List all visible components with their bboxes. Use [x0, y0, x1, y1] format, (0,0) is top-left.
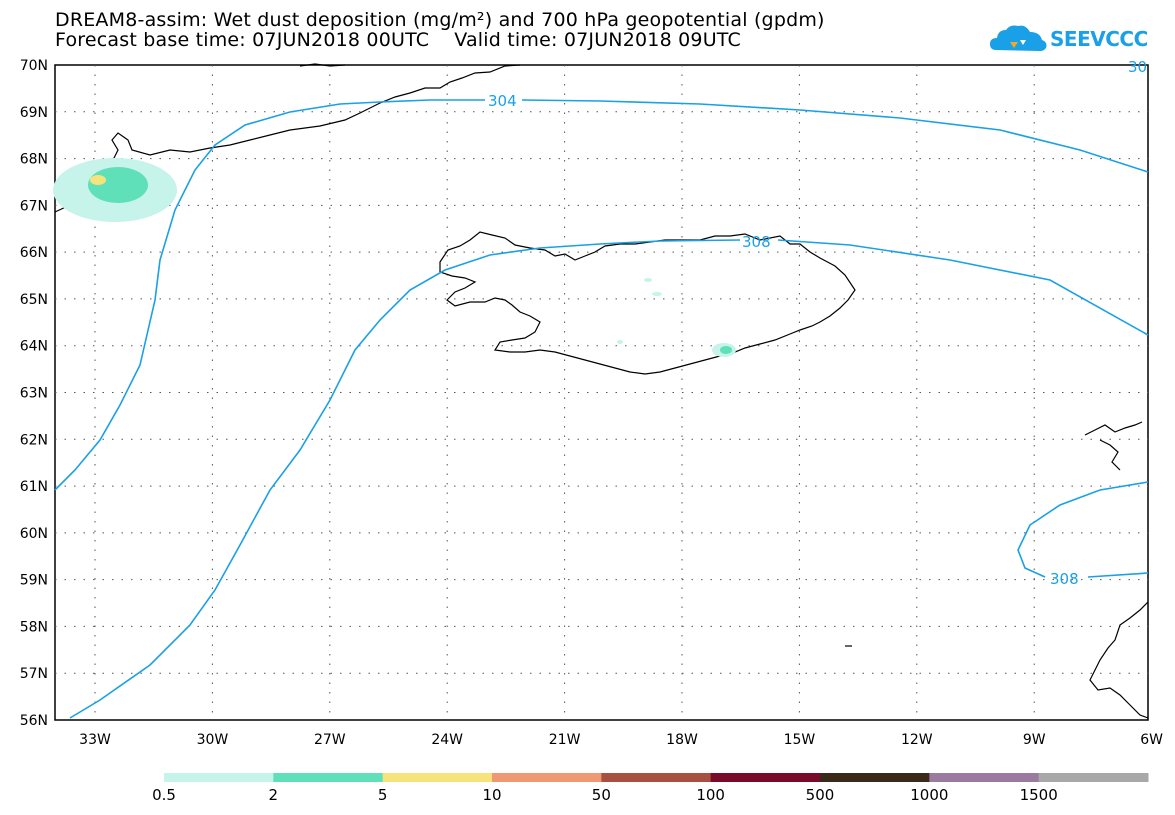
lon-label: 27W	[314, 732, 346, 748]
contour-308-east	[1017, 481, 1149, 578]
lon-label: 21W	[549, 732, 581, 748]
chart-title-line2: Forecast base time: 07JUN2018 00UTC Vali…	[55, 29, 741, 51]
legend-swatch	[492, 773, 602, 782]
lat-label: 64N	[20, 339, 48, 355]
contour-label-304: 304	[488, 92, 517, 110]
lon-label: 24W	[431, 732, 463, 748]
lat-label: 60N	[20, 526, 48, 542]
legend-swatch	[164, 773, 274, 782]
legend-label: 2	[269, 786, 279, 804]
lat-label: 59N	[20, 573, 48, 589]
legend-label: 1500	[1020, 786, 1058, 804]
scotland-coast	[1089, 601, 1149, 719]
contour-label-30-partial: 30	[1128, 58, 1147, 76]
legend-label: 100	[696, 786, 725, 804]
logo-text: SEEVCCC	[1050, 27, 1148, 51]
lat-label: 57N	[20, 666, 48, 682]
legend-swatch	[382, 773, 493, 782]
lon-label: 6W	[1140, 732, 1163, 748]
latitude-labels: 70N 69N 68N 67N 66N 65N 64N 63N 62N 61N 60N 59N 58N 5…	[20, 58, 48, 729]
legend-swatch	[601, 773, 712, 782]
contour-label-308-south: 308	[1050, 570, 1079, 588]
contour-label-308-north: 308	[742, 233, 771, 251]
legend-label: 0.5	[152, 786, 176, 804]
legend-label: 10	[482, 786, 501, 804]
lat-label: 68N	[20, 152, 48, 168]
legend-swatch	[710, 773, 821, 782]
chart-title-line1: DREAM8-assim: Wet dust deposition (mg/m²…	[55, 9, 825, 31]
legend-swatch	[929, 773, 1040, 782]
legend-labels: 0.5 2 5 10 50 100 500 1000 1500	[152, 786, 1058, 804]
lon-label: 30W	[197, 732, 229, 748]
cloud-icon	[990, 25, 1047, 51]
legend-label: 1000	[910, 786, 948, 804]
legend-label: 500	[806, 786, 835, 804]
contour-304	[54, 99, 1149, 491]
lon-label: 18W	[666, 732, 698, 748]
lat-label: 62N	[20, 432, 48, 448]
legend-color-bar	[164, 773, 1149, 782]
lon-label: 33W	[79, 732, 111, 748]
lon-label: 15W	[784, 732, 816, 748]
lat-label: 58N	[20, 619, 48, 635]
geopotential-contours	[54, 99, 1149, 719]
legend-label: 50	[592, 786, 611, 804]
lat-label: 56N	[20, 713, 48, 729]
lon-label: 12W	[901, 732, 933, 748]
lat-label: 66N	[20, 245, 48, 261]
iceland-coast	[439, 231, 856, 375]
legend-swatch	[820, 773, 930, 782]
lat-label: 69N	[20, 105, 48, 121]
legend-swatch	[273, 773, 384, 782]
lat-label: 65N	[20, 292, 48, 308]
lat-label: 63N	[20, 386, 48, 402]
contour-308-west	[69, 239, 1149, 719]
lat-label: 70N	[20, 58, 48, 74]
lon-label: 9W	[1023, 732, 1046, 748]
longitude-labels: 33W 30W 27W 24W 21W 18W 15W 12W 9W 6W	[79, 732, 1163, 748]
lat-label: 61N	[20, 479, 48, 495]
faroe-islands	[1084, 421, 1143, 471]
greenland-coast-north	[299, 63, 346, 67]
dust-deposition-shading	[53, 158, 736, 357]
legend-swatch	[1038, 773, 1149, 782]
legend-label: 5	[378, 786, 388, 804]
lat-label: 67N	[20, 198, 48, 214]
